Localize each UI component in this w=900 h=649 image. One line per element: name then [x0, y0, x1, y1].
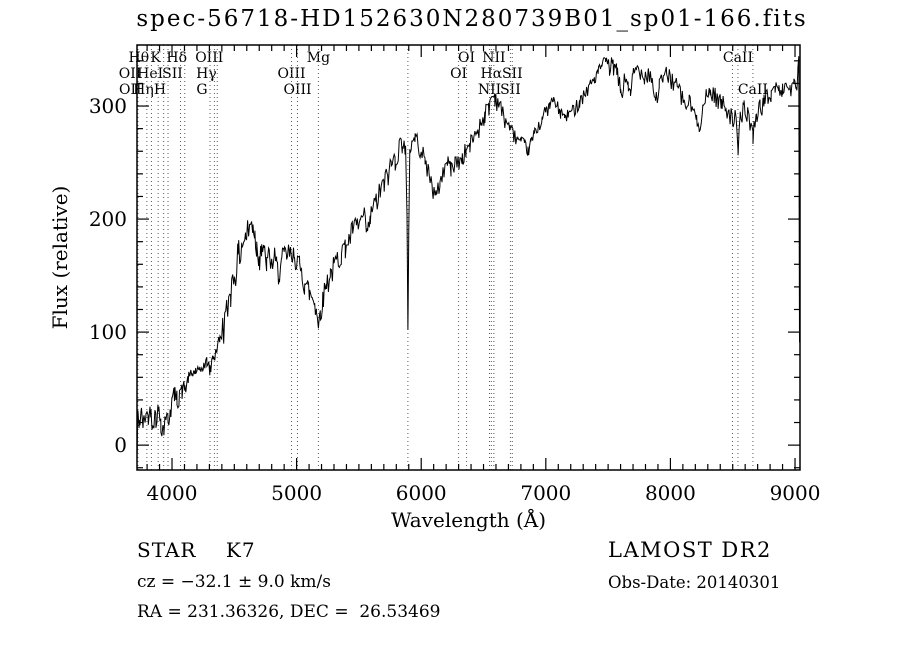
- y-tick-label: 200: [89, 207, 127, 231]
- object-classification: STAR K7: [137, 538, 256, 562]
- line-label-K: K: [150, 50, 161, 66]
- line-label-OIII: OIII: [195, 50, 223, 66]
- y-tick-labels: 0 100 200 300: [89, 94, 127, 457]
- radial-velocity: cz = −32.1 ± 9.0 km/s: [137, 572, 331, 592]
- x-tick-label: 6000: [396, 481, 447, 505]
- y-axis-label: Flux (relative): [48, 186, 72, 330]
- y-tick-label: 100: [89, 320, 127, 344]
- x-axis-label: Wavelength (Å): [391, 507, 546, 532]
- x-tick-labels: 4000 5000 6000 7000 8000 9000: [147, 481, 821, 505]
- line-label-Hγ: Hγ: [196, 66, 217, 82]
- line-label-OII: OII: [119, 66, 142, 82]
- x-tick-label: 5000: [271, 481, 322, 505]
- line-label-Hδ: Hδ: [166, 50, 187, 66]
- ra-dec-coordinates: RA = 231.36326, DEC = 26.53469: [137, 602, 441, 622]
- line-label-H: H: [154, 82, 166, 98]
- observation-date: Obs-Date: 20140301: [608, 573, 781, 592]
- line-label-OII: OII: [119, 82, 142, 98]
- line-label-Hη: Hη: [133, 82, 154, 98]
- y-tick-label: 300: [89, 94, 127, 118]
- y-tick-label: 0: [114, 433, 127, 457]
- x-tick-label: 4000: [147, 481, 198, 505]
- axis-ticks: [137, 45, 800, 470]
- survey-release: LAMOST DR2: [608, 538, 772, 562]
- x-tick-label: 9000: [770, 481, 821, 505]
- plot-frame: [136, 44, 801, 471]
- page-title: spec-56718-HD152630N280739B01_sp01-166.f…: [136, 6, 808, 32]
- spectrum-curve: [137, 56, 800, 453]
- line-label-Hθ: Hθ: [129, 50, 150, 66]
- line-label-G: G: [196, 82, 207, 98]
- line-label-HeI: HeI: [137, 66, 163, 82]
- x-tick-label: 7000: [520, 481, 571, 505]
- x-tick-label: 8000: [645, 481, 696, 505]
- line-label-SII: SII: [162, 66, 183, 82]
- spectral-line-markers: [137, 45, 754, 470]
